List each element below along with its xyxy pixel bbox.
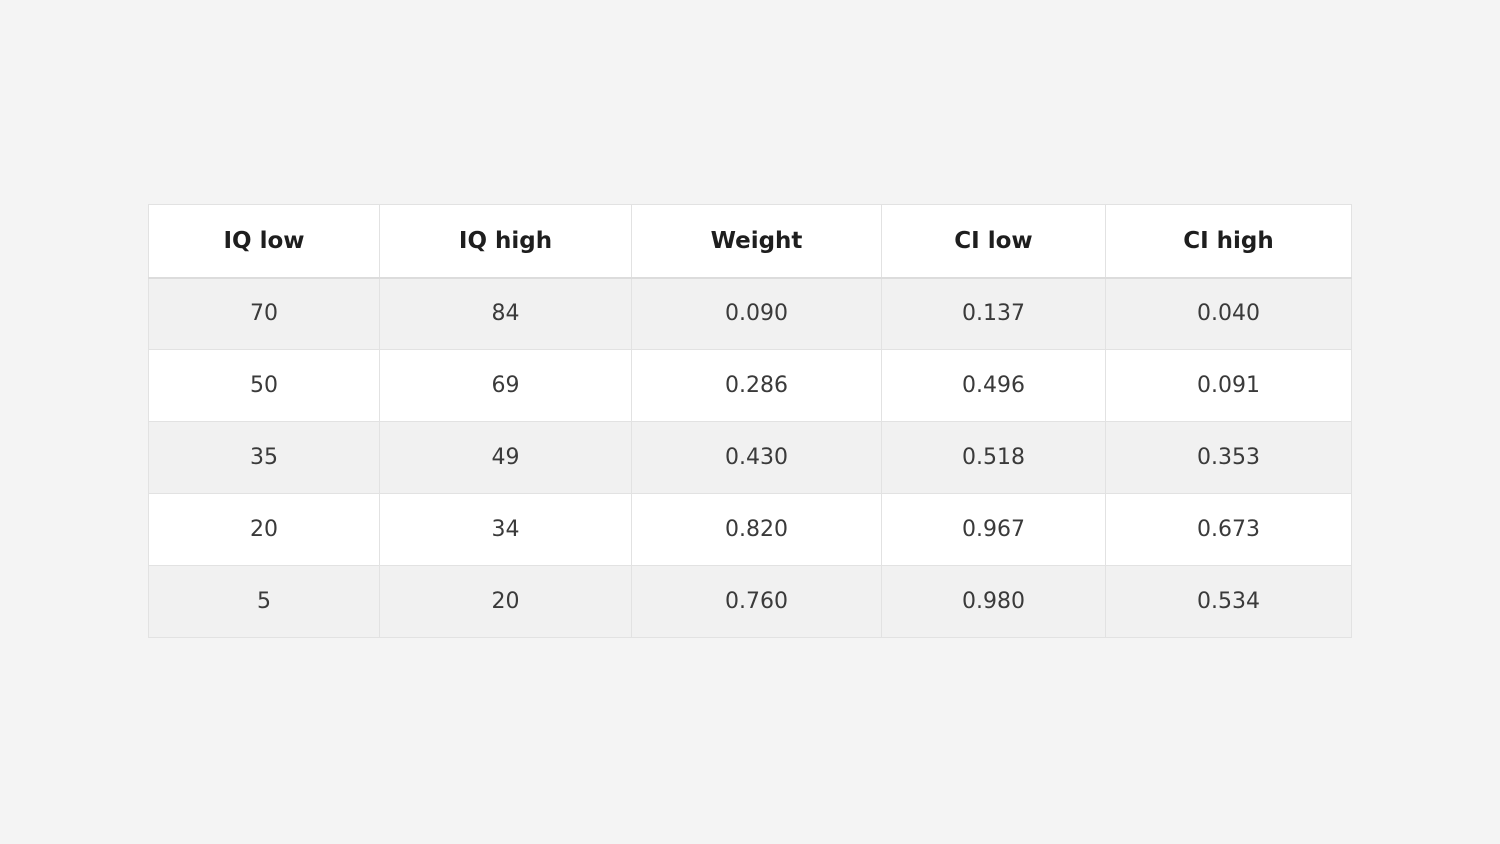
cell-iq-high: 34 <box>379 493 632 566</box>
cell-iq-low: 20 <box>148 493 380 566</box>
cell-weight: 0.090 <box>631 277 882 350</box>
cell-weight: 0.286 <box>631 349 882 422</box>
cell-iq-high: 49 <box>379 421 632 494</box>
header-row: IQ low IQ high Weight CI low CI high <box>148 204 1352 279</box>
cell-ci-high: 0.673 <box>1105 493 1352 566</box>
cell-ci-high: 0.353 <box>1105 421 1352 494</box>
cell-iq-low: 70 <box>148 277 380 350</box>
cell-ci-high: 0.091 <box>1105 349 1352 422</box>
cell-ci-low: 0.518 <box>881 421 1106 494</box>
table-row: 35 49 0.430 0.518 0.353 <box>148 421 1352 494</box>
cell-iq-low: 5 <box>148 565 380 638</box>
cell-iq-high: 69 <box>379 349 632 422</box>
cell-iq-high: 20 <box>379 565 632 638</box>
table-row: 50 69 0.286 0.496 0.091 <box>148 349 1352 422</box>
cell-iq-high: 84 <box>379 277 632 350</box>
column-header-iq-low: IQ low <box>148 204 380 279</box>
cell-ci-low: 0.496 <box>881 349 1106 422</box>
cell-ci-high: 0.040 <box>1105 277 1352 350</box>
cell-ci-low: 0.137 <box>881 277 1106 350</box>
data-table-container: IQ low IQ high Weight CI low CI high 70 … <box>148 204 1352 638</box>
cell-ci-low: 0.967 <box>881 493 1106 566</box>
cell-weight: 0.760 <box>631 565 882 638</box>
table-row: 5 20 0.760 0.980 0.534 <box>148 565 1352 638</box>
column-header-iq-high: IQ high <box>379 204 632 279</box>
cell-iq-low: 50 <box>148 349 380 422</box>
table-row: 20 34 0.820 0.967 0.673 <box>148 493 1352 566</box>
cell-weight: 0.820 <box>631 493 882 566</box>
data-table: IQ low IQ high Weight CI low CI high 70 … <box>148 204 1352 638</box>
table-body: 70 84 0.090 0.137 0.040 50 69 0.286 0.49… <box>148 277 1352 638</box>
table-row: 70 84 0.090 0.137 0.040 <box>148 277 1352 350</box>
column-header-ci-high: CI high <box>1105 204 1352 279</box>
table-header: IQ low IQ high Weight CI low CI high <box>148 204 1352 279</box>
cell-ci-low: 0.980 <box>881 565 1106 638</box>
cell-weight: 0.430 <box>631 421 882 494</box>
cell-iq-low: 35 <box>148 421 380 494</box>
cell-ci-high: 0.534 <box>1105 565 1352 638</box>
column-header-ci-low: CI low <box>881 204 1106 279</box>
column-header-weight: Weight <box>631 204 882 279</box>
